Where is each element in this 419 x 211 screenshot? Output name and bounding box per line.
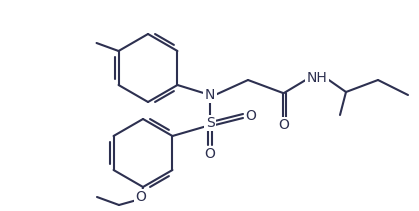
Text: S: S	[206, 116, 215, 130]
Text: O: O	[136, 190, 146, 204]
Text: NH: NH	[307, 71, 327, 85]
Text: N: N	[205, 88, 215, 102]
Text: O: O	[246, 109, 256, 123]
Text: O: O	[279, 118, 290, 132]
Text: O: O	[204, 147, 215, 161]
